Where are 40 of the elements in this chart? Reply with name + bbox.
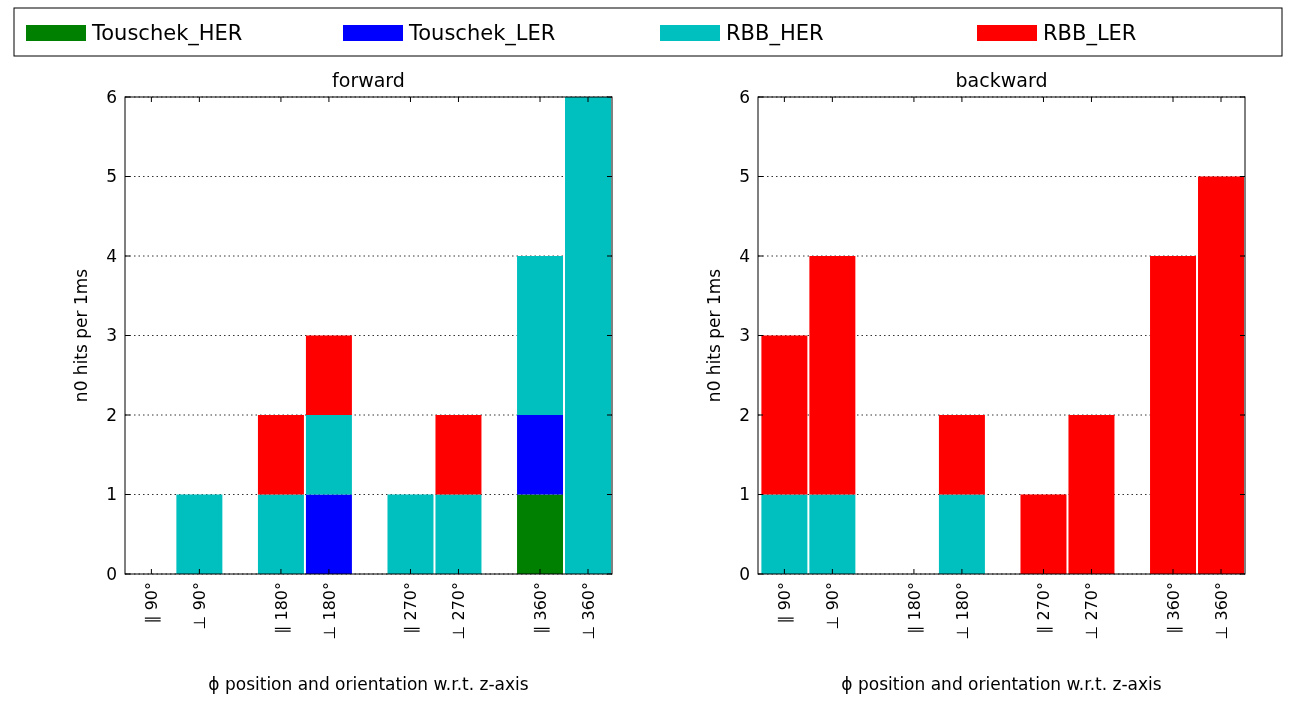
x-tick-label: ∥ 360° [530, 582, 550, 634]
y-tick-label: 3 [106, 325, 117, 346]
x-tick-label: ⊥ 360° [1211, 582, 1231, 640]
y-tick-label: 0 [106, 563, 117, 584]
legend-label: Touschek_LER [408, 21, 556, 47]
y-tick-label: 5 [739, 166, 750, 187]
x-axis-title: ϕ position and orientation w.r.t. z-axis [208, 674, 529, 694]
chart-title: backward [955, 69, 1048, 91]
x-tick-label: ⊥ 180° [952, 582, 972, 640]
x-tick-label: ∥ 90° [774, 582, 794, 624]
y-tick-label: 1 [739, 484, 750, 505]
x-tick-label: ∥ 180° [271, 582, 291, 634]
legend-label: RBB_LER [1043, 21, 1137, 47]
y-tick-label: 2 [739, 404, 750, 425]
y-axis-title: n0 hits per 1ms [71, 268, 91, 403]
legend-label: Touschek_HER [91, 21, 243, 47]
x-tick-label: ⊥ 360° [578, 582, 598, 640]
chart-title: forward [332, 69, 405, 91]
y-tick-label: 1 [106, 484, 117, 505]
y-axis-title: n0 hits per 1ms [704, 268, 724, 403]
y-tick-label: 3 [739, 325, 750, 346]
x-axis-title: ϕ position and orientation w.r.t. z-axis [841, 674, 1162, 694]
y-tick-label: 0 [739, 563, 750, 584]
y-tick-label: 4 [106, 245, 117, 266]
y-tick-label: 6 [106, 86, 117, 107]
x-tick-label: ∥ 90° [141, 582, 161, 624]
y-tick-label: 5 [106, 166, 117, 187]
x-tick-label: ⊥ 90° [822, 582, 842, 630]
x-tick-label: ∥ 360° [1163, 582, 1183, 634]
x-tick-label: ∥ 180° [904, 582, 924, 634]
legend-label: RBB_HER [726, 21, 824, 47]
y-tick-label: 2 [106, 404, 117, 425]
x-tick-label: ⊥ 180° [319, 582, 339, 640]
y-tick-label: 6 [739, 86, 750, 107]
x-tick-label: ⊥ 270° [449, 582, 469, 640]
x-tick-label: ⊥ 270° [1082, 582, 1102, 640]
y-tick-label: 4 [739, 245, 750, 266]
x-tick-label: ∥ 270° [1034, 582, 1054, 634]
x-tick-label: ∥ 270° [401, 582, 421, 634]
x-tick-label: ⊥ 90° [189, 582, 209, 630]
